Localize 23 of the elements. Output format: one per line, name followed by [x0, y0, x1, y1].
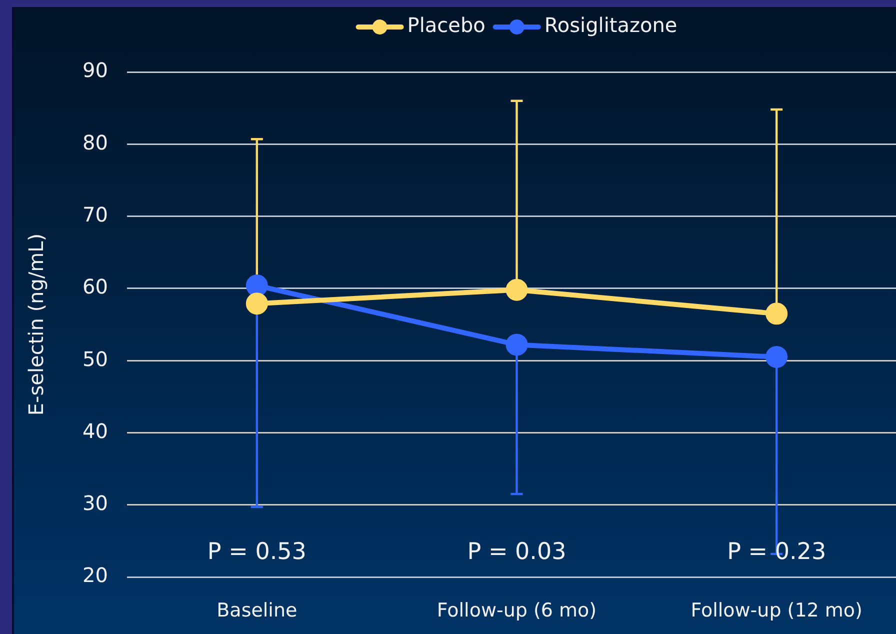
y-tick-label: 90 — [82, 58, 108, 82]
annotation: P = 0.53 — [207, 538, 306, 565]
y-tick-label: 60 — [82, 274, 108, 299]
y-axis-title: E-selectin (ng/mL) — [24, 233, 48, 416]
point — [766, 302, 788, 325]
y-tick-label: 50 — [82, 346, 108, 371]
y-tick-label: 70 — [82, 202, 108, 226]
point — [246, 274, 268, 297]
legend-label: Placebo — [407, 13, 486, 38]
legend-label: Rosiglitazone — [544, 13, 678, 38]
y-tick-label: 80 — [82, 130, 108, 154]
annotation: P = 0.03 — [467, 538, 566, 565]
y-tick-label: 40 — [82, 418, 108, 443]
y-tick-label: 20 — [82, 563, 108, 588]
annotation: P = 0.23 — [727, 538, 826, 565]
point — [506, 334, 528, 356]
point — [506, 278, 528, 301]
x-tick-label: Follow-up (6 mo) — [436, 599, 597, 622]
y-tick-label: 30 — [82, 491, 108, 516]
point — [766, 346, 788, 368]
x-tick-label: Baseline — [216, 599, 298, 622]
x-tick-label: Follow-up (12 mo) — [690, 599, 862, 622]
point — [246, 292, 268, 315]
